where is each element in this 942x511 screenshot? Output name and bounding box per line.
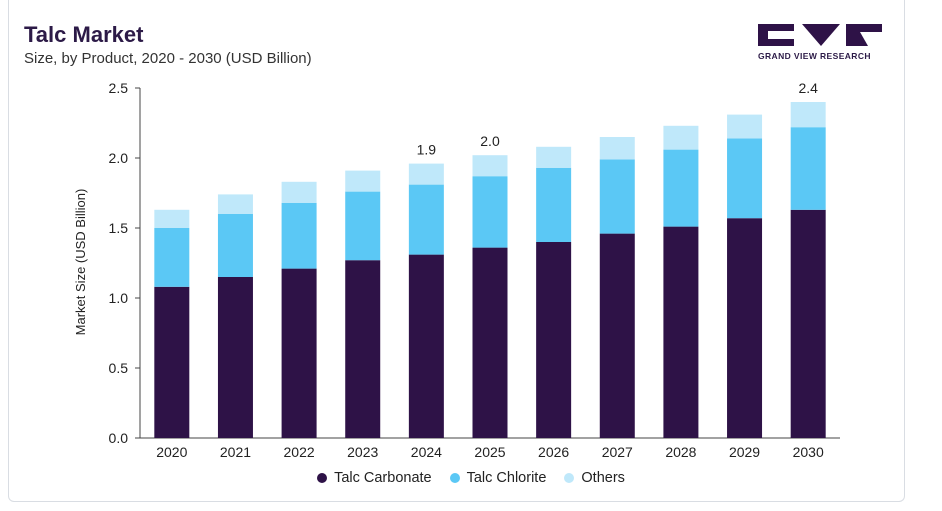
x-tick-label: 2023: [347, 444, 378, 460]
bar-talc-carbonate-2030: [790, 209, 826, 438]
bar-others-2020: [154, 209, 190, 228]
x-tick-label: 2021: [220, 444, 251, 460]
bar-chart: Market Size (USD Billion) 0.0 0.5 1.0 1.5 2.…: [73, 80, 840, 460]
bar-talc-chlorite-2027: [599, 159, 635, 234]
bar-others-2028: [663, 125, 699, 150]
y-tick-label: 0.5: [109, 360, 129, 376]
x-tick-label: 2029: [729, 444, 760, 460]
bar-talc-chlorite-2028: [663, 149, 699, 227]
legend-swatch: [317, 473, 328, 483]
bar-talc-chlorite-2024: [408, 184, 444, 255]
x-tick-label: 2028: [665, 444, 696, 460]
legend-item: Talc Chlorite: [449, 470, 547, 486]
bar-talc-carbonate-2027: [599, 233, 635, 438]
legend-item: Talc Carbonate: [317, 470, 432, 486]
gvr-logo-icon: [758, 24, 882, 46]
legend-swatch: [449, 473, 460, 483]
bar-talc-chlorite-2020: [154, 228, 190, 287]
bar-talc-chlorite-2026: [536, 167, 572, 242]
legend-label: Talc Carbonate: [334, 470, 432, 486]
y-axis-label: Market Size (USD Billion): [73, 189, 88, 336]
legend: Talc Carbonate Talc Chlorite Others: [0, 470, 942, 486]
bar-talc-carbonate-2028: [663, 226, 699, 438]
bar-others-2022: [281, 181, 317, 203]
x-tick-label: 2026: [538, 444, 569, 460]
bar-talc-chlorite-2029: [727, 138, 763, 219]
bars: [154, 102, 826, 438]
x-tick-label: 2024: [411, 444, 442, 460]
bar-talc-chlorite-2023: [345, 191, 381, 261]
x-tick-label: 2020: [156, 444, 187, 460]
data-labels: 1.9 2.0 2.4: [417, 80, 818, 158]
bar-others-2030: [790, 102, 826, 128]
data-label-2025: 2.0: [480, 133, 500, 149]
x-tick-label: 2025: [474, 444, 505, 460]
legend-swatch: [564, 473, 575, 483]
x-tick-label: 2022: [284, 444, 315, 460]
bar-talc-carbonate-2020: [154, 286, 190, 438]
legend-label: Others: [581, 470, 625, 486]
bar-others-2023: [345, 170, 381, 192]
bar-talc-chlorite-2022: [281, 202, 317, 269]
bar-talc-carbonate-2023: [345, 260, 381, 438]
brand-name: GRAND VIEW RESEARCH: [758, 51, 871, 61]
bar-others-2024: [408, 163, 444, 185]
legend-label: Talc Chlorite: [466, 470, 547, 486]
bar-others-2027: [599, 137, 635, 160]
axes: 0.0 0.5 1.0 1.5 2.0 2.5 2020 2021 2022 2023 2024 20…: [109, 80, 840, 460]
chart-subtitle: Size, by Product, 2020 - 2030 (USD Billi…: [24, 50, 312, 67]
bar-others-2025: [472, 155, 508, 177]
y-tick-label: 2.5: [109, 80, 129, 96]
bar-others-2026: [536, 146, 572, 168]
bar-talc-carbonate-2029: [727, 218, 763, 438]
y-tick-label: 0.0: [109, 430, 129, 446]
bar-talc-chlorite-2021: [217, 214, 253, 277]
bar-talc-carbonate-2024: [408, 254, 444, 438]
legend-item: Others: [564, 470, 625, 486]
y-tick-label: 2.0: [109, 150, 129, 166]
bar-talc-chlorite-2030: [790, 127, 826, 210]
data-label-2024: 1.9: [417, 142, 437, 158]
x-tick-label: 2027: [602, 444, 633, 460]
bar-talc-carbonate-2021: [217, 277, 253, 438]
bar-talc-chlorite-2025: [472, 176, 508, 248]
bar-talc-carbonate-2025: [472, 247, 508, 438]
chart-title: Talc Market: [24, 22, 144, 47]
bar-talc-carbonate-2026: [536, 242, 572, 438]
bar-others-2021: [217, 194, 253, 214]
bar-talc-carbonate-2022: [281, 268, 317, 438]
bar-others-2029: [727, 114, 763, 139]
y-tick-label: 1.0: [109, 290, 129, 306]
y-tick-label: 1.5: [109, 220, 129, 236]
data-label-2030: 2.4: [798, 80, 818, 96]
x-tick-label: 2030: [793, 444, 824, 460]
